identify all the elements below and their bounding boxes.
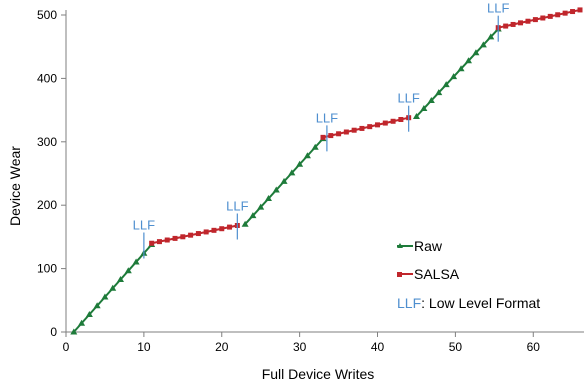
ticks: 0 100 200 300 400 500 0 10 20 30 40 50 60 xyxy=(37,8,540,354)
salsa-data-point xyxy=(227,224,233,230)
raw-data-point xyxy=(249,212,257,219)
raw-data-point xyxy=(132,258,140,265)
salsa-data-point xyxy=(503,23,509,29)
y-tick-label: 300 xyxy=(37,135,57,149)
raw-data-point xyxy=(280,177,288,184)
salsa-data-point xyxy=(525,18,531,24)
salsa-data-point xyxy=(562,10,568,16)
salsa-data-point xyxy=(518,20,524,26)
legend-raw-label: Raw xyxy=(414,238,443,254)
salsa-series-line xyxy=(151,224,238,245)
salsa-data-point xyxy=(203,229,209,235)
raw-data-point xyxy=(124,267,132,274)
legend-llf-abbr: LLF xyxy=(397,295,421,311)
raw-data-point xyxy=(442,81,450,88)
x-tick-label: 60 xyxy=(527,340,541,354)
y-tick-label: 0 xyxy=(50,325,57,339)
salsa-data-point xyxy=(375,122,381,128)
llf-label: LLF xyxy=(487,1,509,16)
salsa-data-point xyxy=(320,134,326,140)
x-axis-title: Full Device Writes xyxy=(262,366,375,382)
salsa-data-point xyxy=(180,234,186,240)
salsa-data-point xyxy=(532,17,538,23)
salsa-data-point xyxy=(188,232,194,238)
raw-data-point xyxy=(487,33,495,40)
salsa-data-point xyxy=(351,127,357,133)
raw-data-point xyxy=(464,57,472,64)
y-tick-label: 500 xyxy=(37,8,57,22)
x-tick-label: 20 xyxy=(215,340,229,354)
x-tick-label: 40 xyxy=(371,340,385,354)
raw-data-point xyxy=(288,169,296,176)
raw-data-point xyxy=(457,65,465,72)
x-tick-label: 30 xyxy=(293,340,307,354)
salsa-data-point xyxy=(577,7,583,13)
salsa-data-point xyxy=(219,226,225,232)
raw-data-point xyxy=(303,152,311,159)
raw-data-point xyxy=(78,319,86,326)
legend-salsa-marker xyxy=(397,272,402,277)
raw-data-point xyxy=(93,302,101,309)
y-tick-label: 100 xyxy=(37,262,57,276)
salsa-data-point xyxy=(336,131,342,137)
x-tick-label: 50 xyxy=(449,340,463,354)
raw-data-point xyxy=(264,195,272,202)
raw-data-point xyxy=(257,203,265,210)
salsa-data-point xyxy=(164,237,170,243)
raw-data-point xyxy=(70,328,78,335)
llf-label: LLF xyxy=(316,110,338,125)
raw-series-line xyxy=(415,28,499,118)
legend-llf-entry: LLF: Low Level Format xyxy=(397,295,540,311)
salsa-data-point xyxy=(172,235,178,241)
raw-data-point xyxy=(311,143,319,150)
y-tick-label: 400 xyxy=(37,71,57,85)
raw-data-point xyxy=(472,49,480,56)
axes xyxy=(65,10,584,333)
raw-data-point xyxy=(420,104,428,111)
salsa-data-point xyxy=(149,240,155,246)
llf-label: LLF xyxy=(133,218,155,233)
series-layer xyxy=(70,7,583,335)
raw-data-point xyxy=(435,89,443,96)
raw-data-point xyxy=(296,160,304,167)
llf-label: LLF xyxy=(397,91,419,106)
raw-data-point xyxy=(241,220,249,227)
salsa-data-point xyxy=(367,124,373,130)
legend-raw-marker xyxy=(397,243,403,248)
salsa-data-point xyxy=(382,120,388,126)
salsa-data-point xyxy=(390,118,396,124)
salsa-data-point xyxy=(540,15,546,21)
salsa-data-point xyxy=(211,227,217,233)
legend-llf-desc: : Low Level Format xyxy=(421,295,540,311)
y-tick-label: 200 xyxy=(37,198,57,212)
raw-data-point xyxy=(427,97,435,104)
x-tick-label: 10 xyxy=(137,340,151,354)
salsa-data-point xyxy=(156,239,162,245)
raw-data-point xyxy=(85,311,93,318)
raw-data-point xyxy=(101,293,109,300)
salsa-series-line xyxy=(498,8,581,29)
raw-data-point xyxy=(450,73,458,80)
y-axis-title: Device Wear xyxy=(7,146,23,226)
llf-label: LLF xyxy=(226,198,248,213)
raw-data-point xyxy=(479,41,487,48)
salsa-data-point xyxy=(328,133,334,139)
salsa-data-point xyxy=(343,129,349,135)
raw-data-point xyxy=(272,186,280,193)
salsa-data-point xyxy=(359,125,365,131)
raw-data-point xyxy=(412,112,420,119)
raw-data-point xyxy=(117,276,125,283)
legend: Raw SALSA LLF: Low Level Format xyxy=(397,238,540,311)
legend-salsa-label: SALSA xyxy=(414,266,460,282)
raw-data-point xyxy=(109,284,117,291)
x-tick-label: 0 xyxy=(63,340,70,354)
salsa-data-point xyxy=(555,12,561,18)
salsa-data-point xyxy=(510,21,516,27)
salsa-data-point xyxy=(195,231,201,237)
salsa-data-point xyxy=(398,116,404,122)
salsa-data-point xyxy=(547,13,553,19)
annotations-layer: LLF LLF LLF LLF LLF xyxy=(133,1,509,259)
salsa-data-point xyxy=(570,9,576,15)
